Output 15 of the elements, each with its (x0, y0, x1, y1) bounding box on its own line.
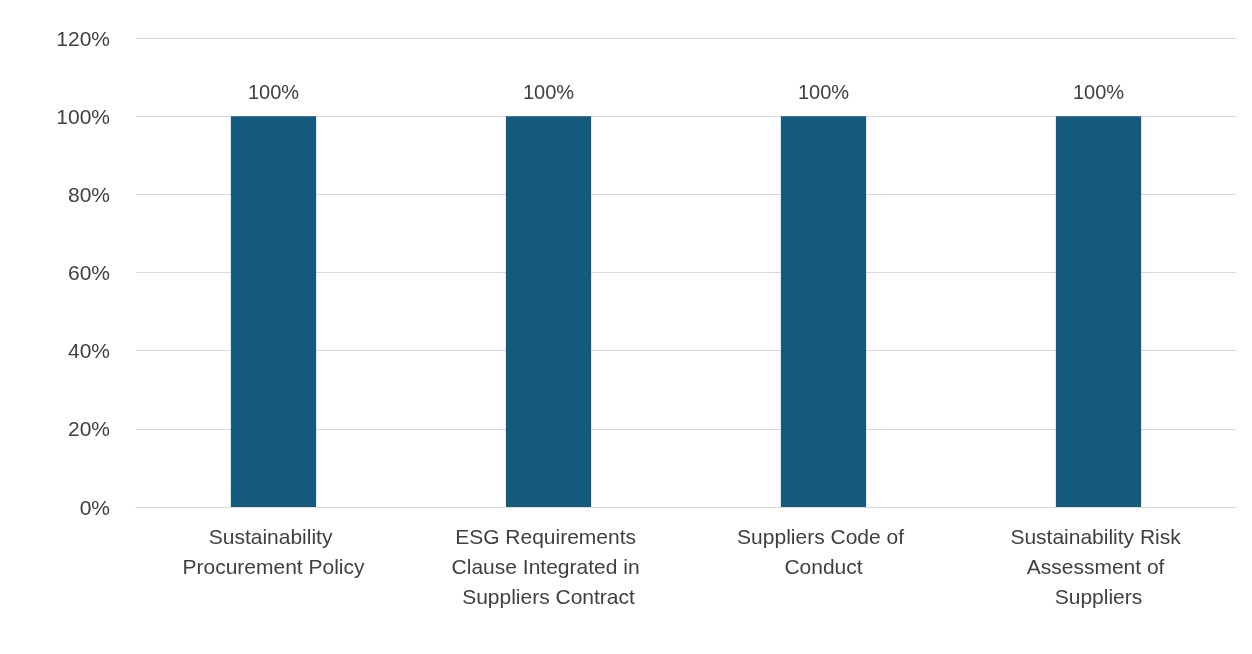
y-tick-label: 20% (67, 417, 110, 441)
y-tick-label: 0% (79, 495, 110, 519)
data-label: 100% (797, 81, 850, 104)
x-tick-label: Sustainability Risk Assessment of Suppliers (1010, 524, 1187, 608)
y-tick-label: 60% (67, 261, 110, 284)
x-tick-label: Sustainability Procurement Policy (182, 524, 366, 578)
x-tick-label: ESG Requirements Clause Integrated in Suppliers Contract (451, 524, 646, 608)
data-label: 100% (522, 81, 575, 104)
data-label: 100% (1072, 81, 1125, 104)
y-tick-label: 40% (67, 339, 110, 363)
y-tick-label: 100% (56, 104, 110, 128)
x-tick-label: Suppliers Code of Conduct (737, 524, 910, 578)
data-label: 100% (247, 81, 300, 104)
y-tick-label: 120% (56, 26, 110, 50)
y-tick-label: 80% (67, 182, 110, 206)
